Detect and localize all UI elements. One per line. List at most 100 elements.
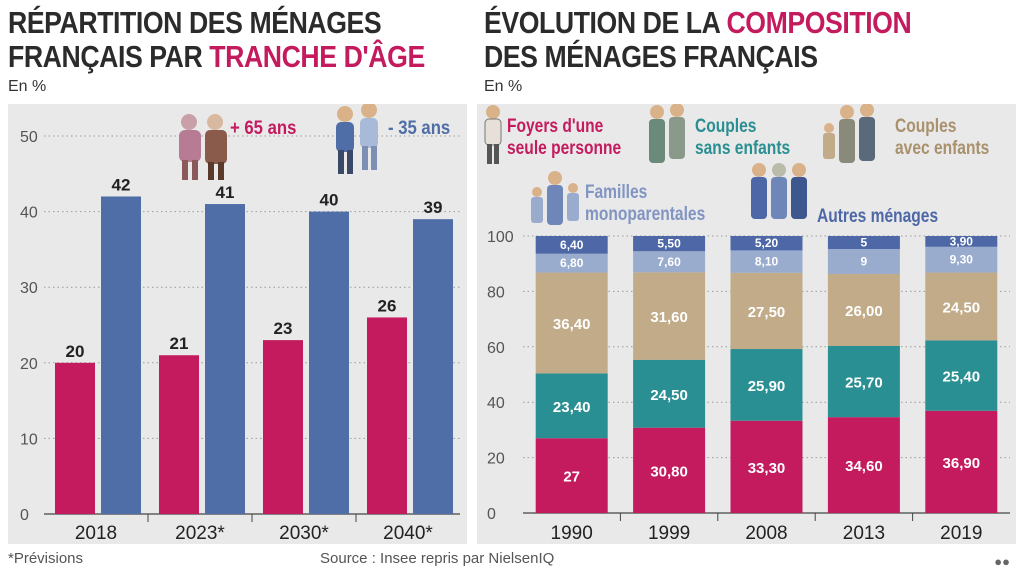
right-segment-3-2008	[730, 250, 803, 273]
right-segment-value-label: 36,90	[943, 455, 981, 472]
right-segment-1-1990	[535, 373, 608, 439]
right-title-line1-text: ÉVOLUTION DE LA	[484, 5, 727, 40]
right-title-line1: ÉVOLUTION DE LA COMPOSITION	[484, 5, 912, 40]
left-x-tick-label: 2018	[75, 523, 117, 544]
legend-couples-with-children-line2: avec enfants	[895, 137, 989, 159]
right-title-line2: DES MÉNAGES FRANÇAIS	[484, 39, 818, 74]
right-segment-value-label: 36,40	[553, 316, 591, 333]
left-bar-seniors-2018	[55, 362, 95, 514]
right-segment-value-label: 6,40	[560, 238, 584, 252]
right-segment-0-2019	[925, 410, 998, 513]
legend-single-parent-line1: Familles	[585, 181, 647, 203]
right-segment-value-label: 25,40	[943, 369, 981, 386]
left-bar-seniors-2023	[159, 355, 199, 514]
left-bar-value-label: 23	[274, 319, 293, 338]
legend-couples-no-children-line2: sans enfants	[695, 137, 790, 159]
left-chart: + 65 ans - 35 ans 0 10 20 30 40 50 20 42 2018 21 4…	[20, 102, 460, 544]
right-segment-value-label: 7,60	[657, 255, 681, 269]
right-segment-1-2008	[730, 349, 803, 421]
legend-label-young: - 35 ans	[388, 117, 450, 138]
right-segment-value-label: 31,60	[650, 309, 688, 326]
left-bar-value-label: 41	[216, 183, 235, 202]
left-x-tick-label: 2023*	[175, 523, 225, 544]
left-bar-young-2023	[205, 204, 245, 514]
left-y-tick-label: 40	[20, 205, 38, 222]
seniors-figures-icon	[179, 114, 227, 180]
right-segment-value-label: 3,90	[950, 234, 974, 248]
legend-other-households: Autres ménages	[817, 205, 938, 227]
left-bar-value-label: 42	[112, 175, 131, 194]
right-segment-value-label: 5,20	[755, 236, 779, 250]
couple-with-children-icon	[823, 103, 875, 163]
left-bar-value-label: 39	[424, 198, 443, 217]
right-segment-value-label: 6,80	[560, 256, 584, 270]
right-segment-value-label: 27	[563, 469, 580, 486]
right-segment-2-2019	[925, 272, 998, 341]
right-y-tick-label: 60	[487, 340, 505, 357]
left-x-tick-label: 2030*	[279, 523, 329, 544]
right-segment-3-2013	[827, 249, 900, 274]
left-bar-seniors-2040	[367, 317, 407, 514]
left-y-tick-label: 20	[20, 356, 38, 373]
couple-no-children-icon	[649, 103, 685, 163]
left-unit-label: En %	[8, 78, 47, 95]
right-segment-value-label: 30,80	[650, 463, 688, 480]
legend-couples-with-children-line1: Couples	[895, 115, 956, 137]
right-segment-3-1999	[633, 251, 706, 273]
right-segment-value-label: 24,50	[650, 387, 688, 404]
right-segment-value-label: 9,30	[950, 253, 974, 267]
right-segment-0-1990	[535, 438, 608, 513]
left-title-line1: RÉPARTITION DES MÉNAGES	[8, 5, 382, 40]
left-y-tick-label: 10	[20, 431, 38, 448]
right-segment-4-2013	[827, 236, 900, 250]
right-segment-2-1990	[535, 272, 608, 374]
right-segment-value-label: 34,60	[845, 458, 883, 475]
right-segment-value-label: 24,50	[943, 299, 981, 316]
right-segment-value-label: 26,00	[845, 303, 883, 320]
right-chart: Foyers d'une seule personne Couples sans…	[484, 103, 1010, 544]
other-households-icon	[751, 163, 807, 219]
left-y-tick-label: 50	[20, 129, 38, 146]
left-x-tick-label: 2040*	[383, 523, 433, 544]
single-parent-family-icon	[531, 171, 579, 225]
right-segment-2-2008	[730, 272, 803, 350]
left-title-line2: FRANÇAIS PAR TRANCHE D'ÂGE	[8, 40, 425, 74]
left-bar-value-label: 26	[378, 296, 397, 315]
right-segment-4-2019	[925, 236, 998, 247]
right-segment-1-1999	[633, 359, 706, 428]
right-segment-value-label: 27,50	[748, 304, 786, 321]
right-segment-0-1999	[633, 427, 706, 513]
right-y-tick-label: 80	[487, 284, 505, 301]
right-segment-value-label: 23,40	[553, 399, 591, 416]
left-bar-young-2030	[309, 211, 349, 514]
right-y-tick-label: 100	[487, 229, 514, 246]
left-bar-value-label: 21	[170, 334, 189, 353]
left-bar-young-2040	[413, 219, 453, 514]
right-y-tick-label: 0	[487, 506, 496, 523]
right-segment-3-2019	[925, 246, 998, 273]
legend-single-parent-line2: monoparentales	[585, 203, 705, 225]
right-unit-label: En %	[484, 78, 523, 95]
legend-single-person-line2: seule personne	[507, 137, 622, 159]
left-bar-seniors-2030	[263, 340, 303, 514]
left-y-tick-label: 30	[20, 280, 38, 297]
left-bar-value-label: 20	[66, 342, 85, 361]
right-segment-1-2013	[827, 345, 900, 418]
legend-label-seniors: + 65 ans	[230, 117, 296, 138]
right-segment-1-2019	[925, 340, 998, 411]
right-segment-value-label: 8,10	[755, 255, 779, 269]
right-y-tick-label: 40	[487, 395, 505, 412]
left-bar-young-2018	[101, 196, 141, 514]
right-title-highlight: COMPOSITION	[726, 5, 912, 40]
left-title-line2-text: FRANÇAIS PAR	[8, 39, 210, 74]
source-note: Source : Insee repris par NielsenIQ	[320, 550, 555, 567]
right-segment-2-2013	[827, 273, 900, 346]
right-segment-value-label: 25,70	[845, 375, 883, 392]
right-segment-0-2013	[827, 417, 900, 513]
legend-single-person-line1: Foyers d'une	[507, 115, 604, 137]
left-title-highlight: TRANCHE D'ÂGE	[209, 39, 425, 74]
footnote: *Prévisions	[8, 550, 84, 567]
right-segment-4-2008	[730, 236, 803, 251]
right-segment-value-label: 25,90	[748, 378, 786, 395]
right-x-tick-label: 2008	[745, 523, 787, 544]
